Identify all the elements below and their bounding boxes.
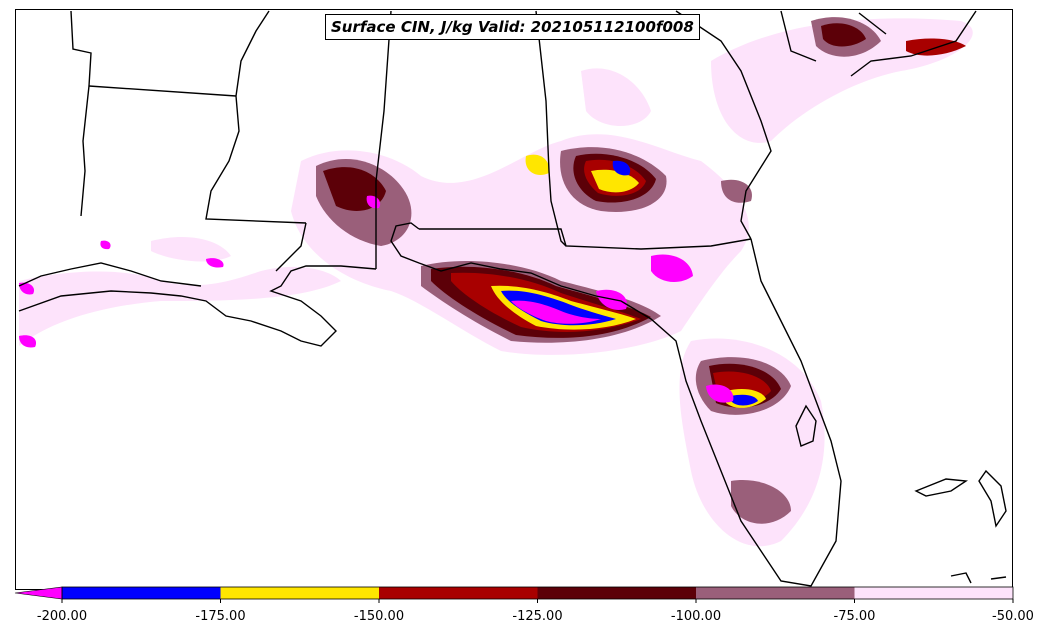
- cin-shading-blue: [501, 160, 758, 406]
- colorbar-tick-label: -175.00: [195, 609, 246, 624]
- colorbar-tick-label: -200.00: [36, 609, 88, 624]
- colorbar-tick-label: -150.00: [353, 609, 405, 624]
- map-panel: [15, 9, 1013, 590]
- map-title: Surface CIN, J/kg Valid: 202105112100f00…: [325, 14, 700, 40]
- colorbar-bin-0: [62, 587, 221, 599]
- colorbar: [14, 586, 1014, 603]
- colorbar-bin-5: [854, 587, 1013, 599]
- colorbar-extend-triangle: [14, 586, 63, 600]
- colorbar-bin-1: [220, 587, 379, 599]
- map-canvas: [18, 10, 1007, 587]
- cin-shading-magenta: [19, 195, 734, 403]
- colorbar-ticks: [61, 599, 1014, 603]
- colorbar-bins: [62, 587, 1013, 599]
- colorbar-tick-label: -75.00: [833, 609, 876, 624]
- colorbar-tick-label: -100.00: [670, 609, 722, 624]
- colorbar-bin-3: [537, 587, 696, 599]
- colorbar-tick-label: -50.00: [992, 609, 1034, 624]
- colorbar-bin-2: [379, 587, 538, 599]
- colorbar-tick-label: -125.00: [512, 609, 563, 624]
- state-boundaries: [18, 10, 1007, 587]
- colorbar-bin-4: [696, 587, 855, 599]
